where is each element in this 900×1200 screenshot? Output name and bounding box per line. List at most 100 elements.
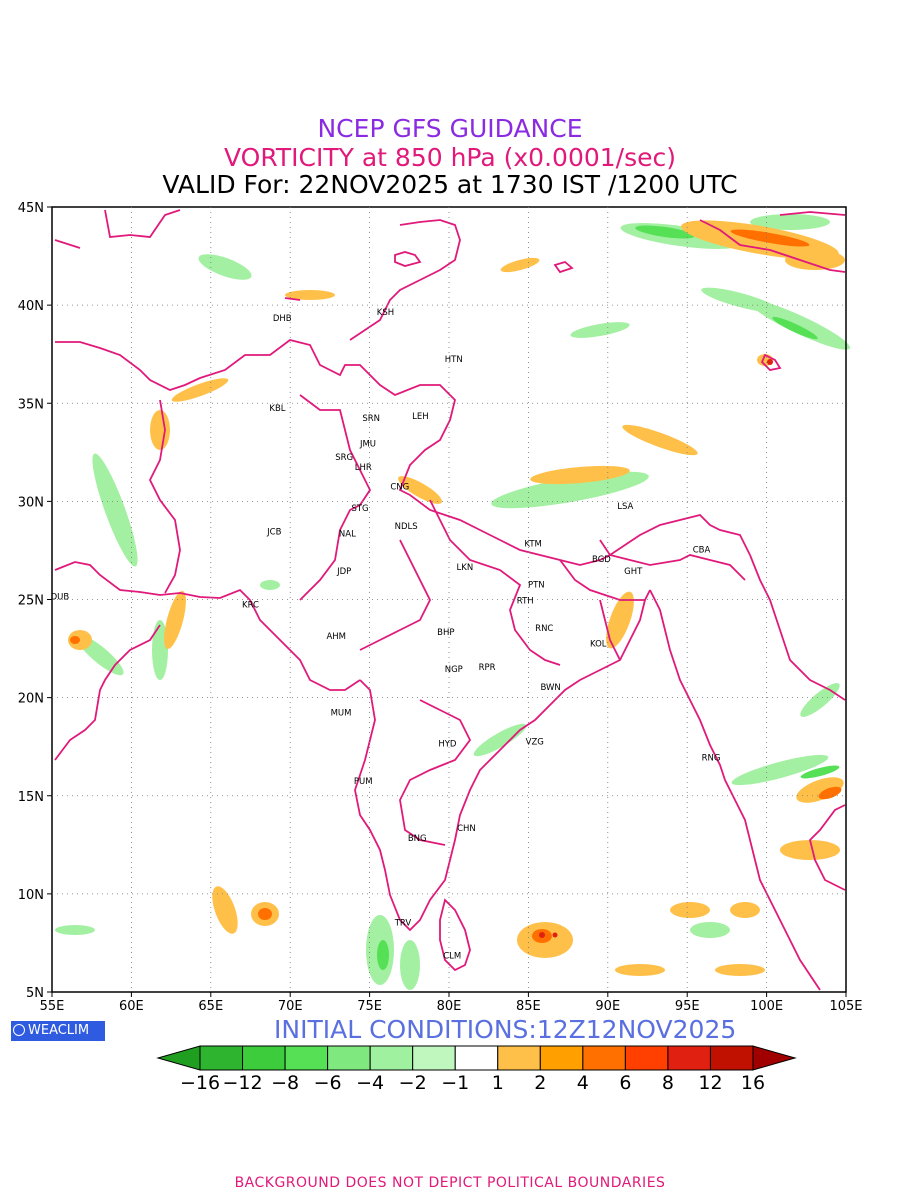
station-label-lhr: LHR xyxy=(355,463,372,473)
lon-label: 90E xyxy=(595,999,620,1014)
station-label-ght: GHT xyxy=(624,567,643,577)
colorbar-label: −16 xyxy=(180,1072,220,1094)
station-label-chn: CHN xyxy=(457,824,476,834)
station-label-bwn: BWN xyxy=(540,683,560,693)
lat-label: 30N xyxy=(18,495,44,510)
colorbar-box xyxy=(709,1045,754,1071)
station-label-ndls: NDLS xyxy=(395,522,418,532)
station-label-bhp: BHP xyxy=(437,628,454,638)
colorbar-labels: −16 −12 −8 −6 −4 −2 −1 1 2 4 6 8 12 16 xyxy=(180,1072,765,1094)
station-label-stg: STG xyxy=(351,504,368,514)
colorbar-label: 2 xyxy=(534,1072,546,1094)
colorbar-box xyxy=(242,1045,286,1071)
lat-label: 10N xyxy=(18,888,44,903)
station-label-cba: CBA xyxy=(693,545,711,555)
station-label-ktm: KTM xyxy=(524,540,541,550)
colorbar-box xyxy=(412,1045,456,1071)
station-label-ahm: AHM xyxy=(326,632,346,642)
logo-text: WEACLIM xyxy=(28,1023,90,1038)
station-label-lkn: LKN xyxy=(457,563,474,573)
boundaries-layer xyxy=(54,209,846,991)
colorbar-label: −2 xyxy=(399,1072,427,1094)
footer-note: BACKGROUND DOES NOT DEPICT POLITICAL BOU… xyxy=(234,1175,666,1191)
station-label-jcb: JCB xyxy=(266,528,281,538)
latitude-labels: 45N 40N 35N 30N 25N 20N 15N 10N 5N xyxy=(18,201,44,1001)
station-label-rnc: RNC xyxy=(535,624,553,634)
station-label-pum: PUM xyxy=(354,777,373,787)
colorbar-min-arrow xyxy=(156,1045,201,1071)
lat-label: 20N xyxy=(18,692,44,707)
station-label-trv: TRV xyxy=(394,918,412,928)
station-label-srg: SRG xyxy=(335,453,353,463)
station-label-lsa: LSA xyxy=(617,502,633,512)
station-label-rpr: RPR xyxy=(479,663,496,673)
logo-circle-icon xyxy=(13,1024,25,1036)
station-label-krc: KRC xyxy=(242,600,259,610)
station-label-hyd: HYD xyxy=(438,740,457,750)
colorbar-max-arrow xyxy=(752,1045,797,1071)
colorbar-box xyxy=(327,1045,371,1071)
lat-label: 25N xyxy=(18,594,44,609)
colorbar-box xyxy=(539,1045,584,1071)
station-label-jmu: JMU xyxy=(359,439,376,449)
lon-label: 65E xyxy=(198,999,223,1014)
station-label-kol: KOL xyxy=(590,640,607,650)
colorbar-label: −8 xyxy=(271,1072,299,1094)
lon-label: 55E xyxy=(40,999,65,1014)
station-label-ksh: KSH xyxy=(377,308,394,318)
colorbar-label: 6 xyxy=(619,1072,631,1094)
colorbar-box xyxy=(667,1045,711,1071)
station-label-nal: NAL xyxy=(339,530,356,540)
station-label-leh: LEH xyxy=(412,412,429,422)
longitude-labels: 55E 60E 65E 70E 75E 80E 85E 90E 95E 100E 105E xyxy=(40,999,863,1014)
station-label-kbl: KBL xyxy=(269,404,285,414)
station-label-mum: MUM xyxy=(331,708,352,718)
colorbar xyxy=(156,1045,797,1071)
colorbar-box xyxy=(369,1045,414,1071)
station-label-htn: HTN xyxy=(445,355,463,365)
lat-label: 45N xyxy=(18,201,44,216)
station-label-vzg: VZG xyxy=(526,738,544,748)
colorbar-label: 12 xyxy=(698,1072,722,1094)
colorbar-label: 8 xyxy=(662,1072,674,1094)
station-label-rng: RNG xyxy=(702,753,721,763)
colorbar-label: −6 xyxy=(314,1072,342,1094)
colorbar-box xyxy=(284,1045,329,1071)
lat-label: 35N xyxy=(18,397,44,412)
lat-label: 5N xyxy=(26,986,44,1001)
lon-label: 100E xyxy=(750,999,783,1014)
vorticity-field-layer xyxy=(55,214,850,990)
colorbar-label: −1 xyxy=(441,1072,469,1094)
weaclim-logo: WEACLIM xyxy=(11,1021,105,1041)
colorbar-label: 1 xyxy=(492,1072,504,1094)
colorbar-box xyxy=(199,1045,244,1071)
station-label-ptn: PTN xyxy=(528,581,545,591)
colorbar-label: −4 xyxy=(356,1072,384,1094)
colorbar-box xyxy=(582,1045,626,1071)
axis-ticks xyxy=(47,206,847,997)
initial-conditions: INITIAL CONDITIONS:12Z12NOV2025 xyxy=(274,1015,737,1044)
lon-label: 60E xyxy=(119,999,144,1014)
lon-label: 85E xyxy=(516,999,541,1014)
station-label-bng: BNG xyxy=(408,834,427,844)
lon-label: 95E xyxy=(675,999,700,1014)
colorbar-label: −12 xyxy=(222,1072,262,1094)
station-label-clm: CLM xyxy=(443,952,461,962)
title-line-3: VALID For: 22NOV2025 at 1730 IST /1200 U… xyxy=(162,170,738,199)
station-label-cng: CNG xyxy=(390,483,409,493)
lon-label: 80E xyxy=(437,999,462,1014)
graticule xyxy=(52,207,846,992)
lat-label: 15N xyxy=(18,790,44,805)
title-line-1: NCEP GFS GUIDANCE xyxy=(317,114,583,143)
station-label-dub: DUB xyxy=(51,593,70,603)
colorbar-label: 4 xyxy=(577,1072,589,1094)
station-label-dhb: DHB xyxy=(273,314,292,324)
title-line-2: VORTICITY at 850 hPa (x0.0001/sec) xyxy=(223,143,676,172)
station-label-ngp: NGP xyxy=(445,665,463,675)
lon-label: 75E xyxy=(357,999,382,1014)
colorbar-label: 16 xyxy=(741,1072,765,1094)
colorbar-box xyxy=(497,1045,541,1071)
station-label-srn: SRN xyxy=(362,414,380,424)
